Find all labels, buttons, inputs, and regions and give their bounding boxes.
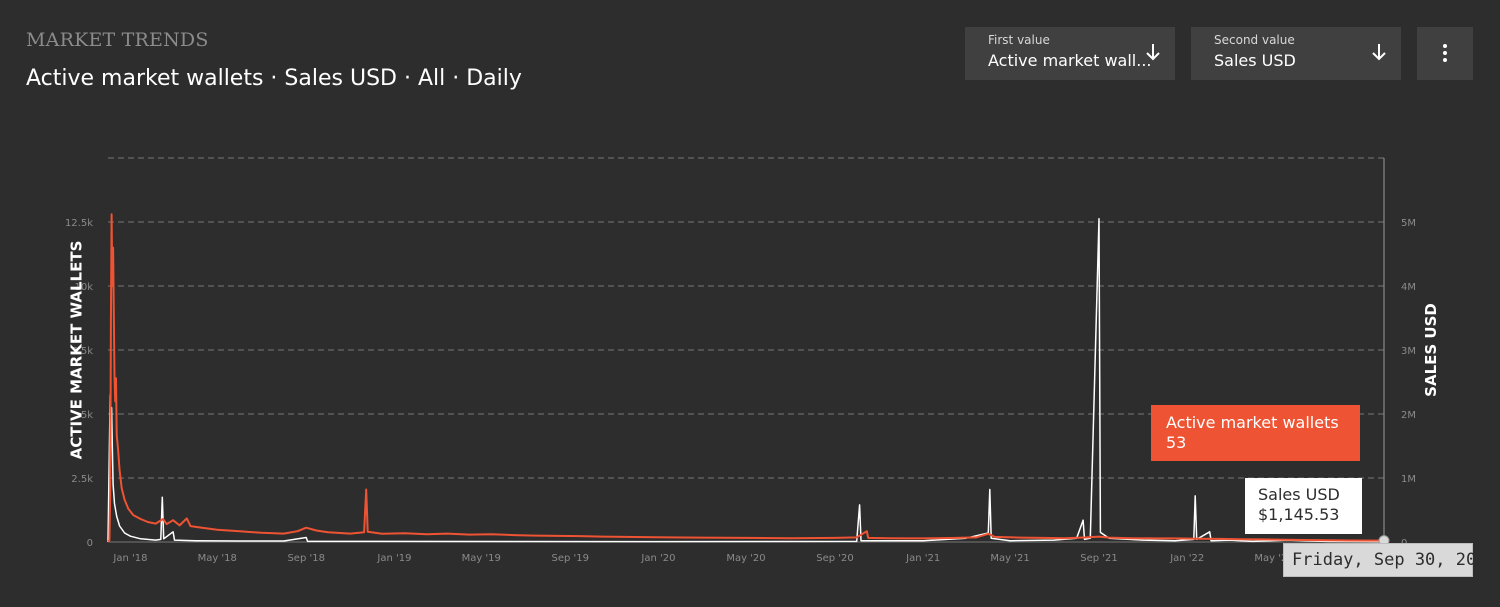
right-axis-label: SALES USD [1421, 303, 1440, 397]
arrow-down-icon [1372, 44, 1386, 61]
left-axis-ticks: 0 2.5k 5k 7.5k 10k 12.5k [65, 218, 93, 549]
x-tick-label: Sep '21 [1080, 553, 1118, 564]
x-tick-label: Sep '19 [551, 553, 589, 564]
right-tick-label: 5M [1401, 218, 1416, 229]
series-lines [107, 213, 1385, 543]
second-value-label: Second value [1214, 33, 1295, 47]
left-tick-label: 7.5k [71, 346, 93, 357]
tooltip-wallets-value: 53 [1166, 433, 1187, 452]
section-label: MARKET TRENDS [26, 29, 209, 51]
x-tick-label: Sep '18 [287, 553, 325, 564]
series-line [107, 213, 1385, 543]
left-tick-label: 2.5k [71, 474, 93, 485]
tooltip-sales-label: Sales USD [1258, 485, 1340, 504]
left-axis-label: ACTIVE MARKET WALLETS [67, 240, 86, 460]
more-options-button[interactable] [1417, 27, 1473, 80]
x-tick-label: May '21 [990, 553, 1029, 564]
first-value-label: First value [988, 33, 1050, 47]
tooltip-sales: Sales USD $1,145.53 [1245, 478, 1362, 534]
x-tick-label: May '19 [462, 553, 501, 564]
second-value-current: Sales USD [1214, 51, 1296, 70]
right-axis-ticks: 01M2M3M4M5M [1401, 218, 1416, 549]
x-tick-label: Jan '21 [905, 553, 940, 564]
x-tick-label: May '18 [198, 553, 237, 564]
x-tick-label: May '22 [1254, 553, 1293, 564]
series-line [107, 218, 1385, 543]
chart-title: Active market wallets · Sales USD · All … [26, 66, 522, 91]
x-tick-label: May '20 [726, 553, 765, 564]
second-value-select[interactable]: Second value Sales USD [1191, 27, 1401, 80]
tooltip-wallets: Active market wallets 53 [1151, 405, 1360, 461]
x-tick-label: Jan '22 [1169, 553, 1204, 564]
left-tick-label: 12.5k [65, 218, 93, 229]
arrow-down-icon [1146, 44, 1160, 61]
x-tick-label: Jan '19 [376, 553, 411, 564]
right-tick-label: 3M [1401, 346, 1416, 357]
x-tick-label: Jan '20 [640, 553, 675, 564]
x-axis-ticks: Jan '18 May '18 Sep '18 Jan '19 May '19 Sep '… [112, 553, 1293, 564]
right-tick-label: 1M [1401, 474, 1416, 485]
left-tick-label: 5k [81, 410, 93, 421]
grid-lines [108, 157, 1385, 543]
tooltip-sales-value: $1,145.53 [1258, 505, 1340, 524]
first-value-current: Active market wall... [988, 51, 1152, 70]
x-tick-label: Jan '18 [112, 553, 147, 564]
tooltip-date: Friday, Sep 30, 2022 [1283, 543, 1497, 577]
left-tick-label: 0 [87, 538, 93, 549]
first-value-select[interactable]: First value Active market wall... [965, 27, 1175, 80]
tooltip-wallets-label: Active market wallets [1166, 413, 1339, 432]
right-tick-label: 2M [1401, 410, 1416, 421]
right-tick-label: 4M [1401, 282, 1416, 293]
left-tick-label: 10k [74, 282, 93, 293]
x-tick-label: Sep '20 [816, 553, 854, 564]
